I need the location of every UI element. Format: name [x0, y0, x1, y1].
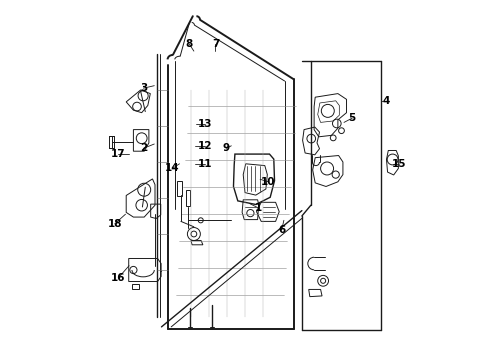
Text: 18: 18	[107, 219, 122, 229]
Text: 5: 5	[349, 113, 356, 123]
Text: 4: 4	[382, 96, 390, 106]
Text: 13: 13	[197, 119, 212, 129]
Text: 17: 17	[111, 149, 125, 159]
Text: 15: 15	[392, 159, 406, 169]
Text: 1: 1	[255, 203, 262, 213]
Bar	[109, 136, 114, 148]
Bar	[132, 284, 139, 289]
Text: 9: 9	[223, 143, 230, 153]
Text: 7: 7	[212, 39, 219, 49]
Text: 10: 10	[261, 177, 276, 187]
Bar	[186, 190, 190, 206]
Text: 6: 6	[278, 225, 285, 235]
Text: 2: 2	[140, 143, 147, 153]
Bar	[177, 181, 182, 196]
Text: 12: 12	[197, 141, 212, 151]
Text: 11: 11	[197, 159, 212, 169]
Text: 16: 16	[111, 273, 125, 283]
Text: 3: 3	[140, 83, 147, 93]
Text: 14: 14	[165, 163, 180, 174]
Text: 8: 8	[186, 39, 193, 49]
